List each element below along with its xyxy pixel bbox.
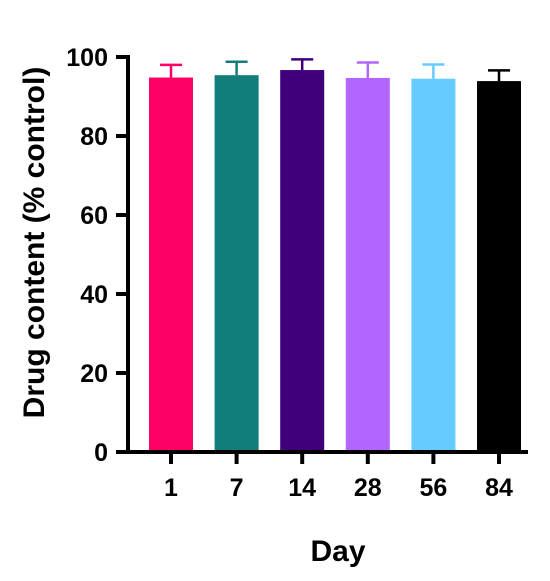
x-ticks-group: 1 7 14 28 56 84 bbox=[164, 452, 513, 502]
x-axis-title: Day bbox=[310, 535, 365, 568]
bar-day-14 bbox=[280, 70, 325, 452]
bar-day-7 bbox=[214, 75, 259, 453]
y-ticks-group: 0 20 40 60 80 100 bbox=[66, 44, 128, 467]
y-tick-label: 60 bbox=[80, 202, 108, 230]
bar-day-84 bbox=[477, 81, 521, 452]
y-tick-label: 20 bbox=[80, 360, 108, 388]
x-tick-label: 28 bbox=[354, 474, 382, 502]
y-tick-label: 100 bbox=[66, 44, 108, 72]
bar-day-28 bbox=[345, 77, 390, 452]
x-tick-label: 7 bbox=[230, 474, 244, 502]
bar-day-1 bbox=[149, 77, 193, 452]
y-tick-label: 40 bbox=[80, 281, 108, 309]
y-axis-title: Drug content (% control) bbox=[18, 67, 51, 419]
x-tick-label: 14 bbox=[288, 474, 316, 502]
bar-day-56 bbox=[411, 78, 456, 452]
x-tick-label: 84 bbox=[485, 474, 513, 502]
x-tick-label: 56 bbox=[419, 474, 447, 502]
x-tick-label: 1 bbox=[164, 474, 178, 502]
y-tick-label: 80 bbox=[80, 123, 108, 151]
y-tick-label: 0 bbox=[94, 439, 108, 467]
axes-group bbox=[126, 55, 528, 454]
bars-group bbox=[149, 58, 521, 453]
